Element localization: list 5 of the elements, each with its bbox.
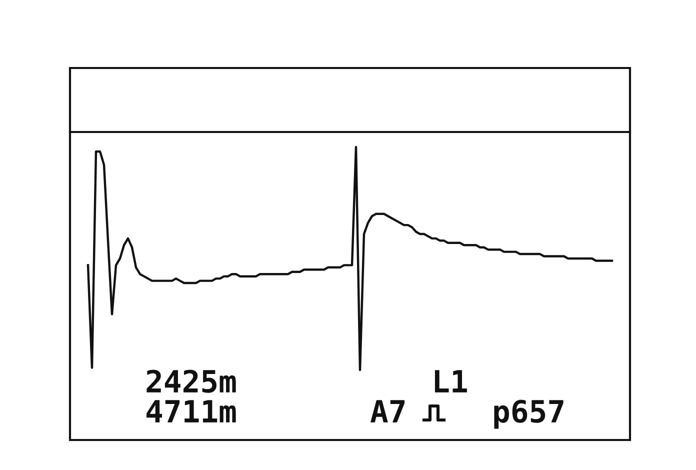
text: L1 <box>434 370 467 392</box>
text: p657 <box>494 400 564 429</box>
text: A7 <box>370 400 404 422</box>
text: 4711m <box>146 400 236 422</box>
annotation: 2425m <box>146 370 236 393</box>
